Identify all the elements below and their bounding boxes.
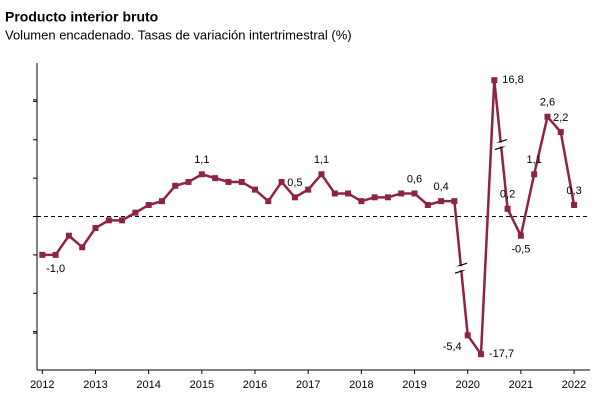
x-tick-label: 2014 [136,379,160,391]
x-tick-label: 2018 [349,379,373,391]
data-point [278,178,285,185]
data-point [252,186,259,193]
data-label: -5,4 [443,341,462,353]
data-point [212,175,219,182]
data-point [477,351,484,358]
data-point [571,201,578,208]
data-point [291,194,298,201]
data-point [557,129,564,136]
data-label: 0,2 [500,189,515,201]
data-point [491,77,498,84]
data-point [145,201,152,208]
data-label: 16,8 [502,74,523,86]
data-point [132,209,139,216]
axis-break-gap [494,142,507,147]
data-point [105,217,112,224]
data-label: 1,1 [527,154,542,166]
x-tick-label: 2012 [30,379,54,391]
data-point [517,232,524,239]
data-label: 0,4 [433,181,448,193]
data-point [119,217,126,224]
data-point [531,171,538,178]
axis-break-gap [455,266,468,271]
x-tick-label: 2013 [83,379,107,391]
data-point [384,194,391,201]
data-point [185,178,192,185]
x-tick-label: 2016 [243,379,267,391]
data-label: 2,6 [540,97,555,109]
data-label: -1,0 [46,263,65,275]
x-tick-label: 2017 [296,379,320,391]
data-label: 0,6 [407,173,422,185]
data-point [331,190,338,197]
data-point [305,186,312,193]
data-point [438,198,445,205]
data-point [504,205,511,212]
data-point [464,332,471,339]
data-label: 0,3 [566,185,581,197]
data-point [52,251,59,258]
data-line [42,78,576,356]
data-point [39,251,46,258]
data-point [225,178,232,185]
data-point [238,178,245,185]
data-point [411,190,418,197]
x-tick-label: 2019 [402,379,426,391]
data-point [65,232,72,239]
data-point [198,171,205,178]
data-label: 0,5 [287,177,302,189]
data-point [424,201,431,208]
x-tick-label: 2021 [509,379,533,391]
data-point [358,198,365,205]
data-label: -0,5 [511,244,530,256]
data-point [398,190,405,197]
chart-title: Producto interior bruto [5,9,158,25]
data-point [92,225,99,232]
data-label: 1,1 [314,154,329,166]
data-label: 2,2 [553,112,568,124]
data-point [371,194,378,201]
data-point [172,182,179,189]
data-point [79,244,86,251]
data-point [544,113,551,120]
x-tick-label: 2020 [455,379,479,391]
x-tick-label: 2022 [562,379,586,391]
data-point [158,198,165,205]
chart-subtitle: Volumen encadenado. Tasas de variación i… [5,27,352,42]
data-label: 1,1 [194,154,209,166]
data-point [318,171,325,178]
data-point [451,198,458,205]
x-tick-label: 2015 [190,379,214,391]
data-point [265,198,272,205]
data-point [345,190,352,197]
data-label: -17,7 [489,348,514,360]
